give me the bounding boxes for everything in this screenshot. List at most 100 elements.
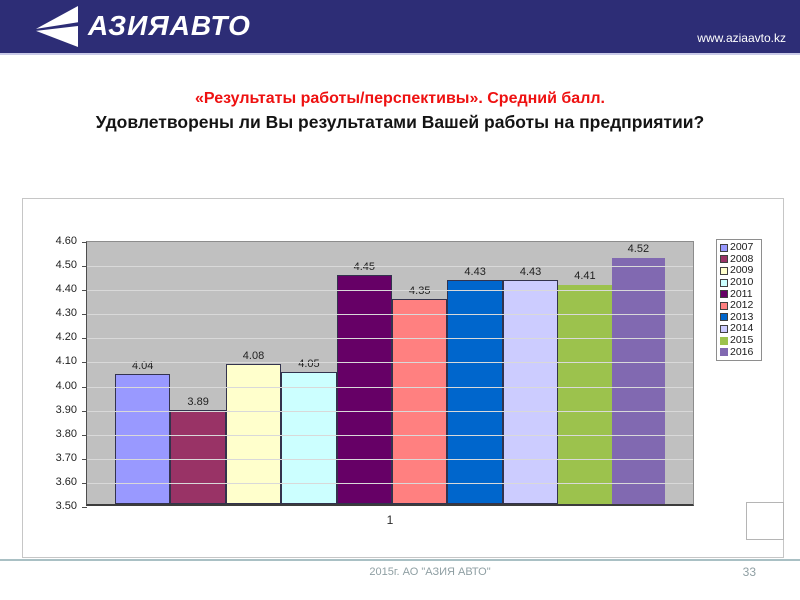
y-axis-tick-label: 3.90 xyxy=(55,403,77,416)
legend-swatch-2007 xyxy=(720,243,728,252)
y-axis-tick-label: 4.00 xyxy=(55,379,77,392)
slide-title: «Результаты работы/перспективы». Средний… xyxy=(0,88,800,135)
slide-title-line1: «Результаты работы/перспективы». Средний… xyxy=(195,90,605,107)
y-axis-tickmark xyxy=(82,362,87,364)
gridline xyxy=(87,458,693,460)
bar-2010: 4.05 xyxy=(281,358,337,504)
legend-swatch-2015 xyxy=(720,336,728,345)
legend-swatch-2008 xyxy=(720,255,728,264)
y-axis-tickmark xyxy=(82,410,87,412)
y-axis-tickmark xyxy=(82,314,87,316)
legend-label-2008: 2008 xyxy=(730,252,754,265)
legend-swatch-2009 xyxy=(720,266,728,275)
y-axis-tick-label: 4.50 xyxy=(55,259,77,272)
y-axis-tickmark xyxy=(82,266,87,268)
legend-item-2014: 2014 xyxy=(720,323,761,335)
legend-label-2010: 2010 xyxy=(730,276,754,289)
plot-area: 4.04 3.89 4.08 4.05 4.45 4.35 4.43 4.43 4.41 4.52 xyxy=(82,241,694,508)
legend-item-2007: 2007 xyxy=(720,242,761,254)
bar-2009: 4.08 xyxy=(225,350,282,504)
legend-item-2016: 2016 xyxy=(720,346,761,358)
gridline xyxy=(87,386,693,388)
legend-swatch-2013 xyxy=(720,313,728,322)
chart-corner-box xyxy=(746,502,784,540)
company-logo-icon xyxy=(33,6,81,48)
bar-2007: 4.04 xyxy=(115,360,171,504)
header-divider xyxy=(0,53,800,55)
header-bar: АЗИЯАВТО www.aziaavto.kz xyxy=(0,0,800,53)
bar-value-label: 4.35 xyxy=(409,285,431,298)
y-axis-tickmark xyxy=(82,386,87,388)
bar-value-label: 4.43 xyxy=(464,265,486,278)
legend-label-2011: 2011 xyxy=(730,287,753,300)
legend-item-2010: 2010 xyxy=(720,277,761,289)
legend-item-2015: 2015 xyxy=(720,335,761,347)
gridline xyxy=(87,338,693,340)
website-url: www.aziaavto.kz xyxy=(697,31,786,45)
bar-2015: 4.41 xyxy=(558,270,612,504)
gridline xyxy=(87,482,693,484)
legend-swatch-2010 xyxy=(720,278,728,287)
legend-item-2012: 2012 xyxy=(720,300,761,312)
gridline xyxy=(87,410,693,412)
bar-value-label: 4.05 xyxy=(298,357,320,370)
y-axis-tickmark xyxy=(82,338,87,340)
bar-2008: 3.89 xyxy=(170,396,226,504)
legend-item-2011: 2011 xyxy=(720,288,761,300)
bar-chart: 4.60 4.50 4.40 4.30 4.20 4.10 4.00 3.90 3.80 3.70… xyxy=(22,198,784,558)
legend-label-2013: 2013 xyxy=(730,310,754,323)
gridline xyxy=(87,314,693,316)
legend-label-2016: 2016 xyxy=(730,345,754,358)
bar-value-label: 4.08 xyxy=(242,350,265,363)
y-axis-tick-label: 3.60 xyxy=(55,475,77,488)
y-axis-tick-label: 3.80 xyxy=(55,427,77,440)
legend-label-2014: 2014 xyxy=(730,322,754,335)
legend-swatch-2014 xyxy=(720,324,728,333)
footer-text: 2015г. АО "АЗИЯ АВТО" xyxy=(369,566,491,578)
bar-value-label: 4.52 xyxy=(627,243,650,256)
y-axis-tickmark xyxy=(82,507,87,508)
y-axis-tick-label: 4.40 xyxy=(55,283,77,296)
bar-2016: 4.52 xyxy=(611,243,666,504)
bar-2014: 4.43 xyxy=(502,266,559,504)
y-axis-tick-label: 3.70 xyxy=(55,451,77,464)
legend-item-2013: 2013 xyxy=(720,310,761,324)
logo-text: АЗИЯАВТО xyxy=(88,10,251,41)
legend-swatch-2012 xyxy=(720,301,728,310)
y-axis-tick-label: 4.20 xyxy=(55,331,77,344)
y-axis-tickmark xyxy=(82,458,87,460)
y-axis-tickmark xyxy=(82,242,87,243)
slide-title-line2: Удовлетворены ли Вы результатами Вашей р… xyxy=(95,112,705,132)
legend-item-2009: 2009 xyxy=(720,265,761,277)
bar-2013: 4.43 xyxy=(447,266,503,504)
bar-2012: 4.35 xyxy=(392,285,448,504)
bars-group: 4.04 3.89 4.08 4.05 4.45 4.35 4.43 4.43 4.41 4.52 xyxy=(115,242,666,504)
bar-value-label: 4.43 xyxy=(519,265,542,278)
x-axis-category: 1 xyxy=(386,513,394,527)
gridline xyxy=(87,290,693,292)
y-axis-tickmark xyxy=(82,290,87,292)
legend-swatch-2011 xyxy=(720,290,728,299)
bar-value-label: 4.41 xyxy=(574,269,596,282)
gridline xyxy=(87,362,693,364)
legend-swatch-2016 xyxy=(720,348,728,357)
legend-label-2012: 2012 xyxy=(730,299,754,312)
bar-value-label: 4.45 xyxy=(353,261,376,274)
legend-label-2007: 2007 xyxy=(730,241,754,254)
bar-2011: 4.45 xyxy=(336,261,393,504)
gridline xyxy=(87,434,693,436)
y-axis-tick-label: 4.60 xyxy=(55,235,77,247)
y-axis-tick-label: 3.50 xyxy=(55,500,77,512)
y-axis-tick-label: 4.10 xyxy=(55,355,77,368)
footer-divider xyxy=(0,559,800,561)
gridline xyxy=(87,266,693,268)
legend-item-2008: 2008 xyxy=(720,252,761,266)
bar-value-label: 3.89 xyxy=(187,396,209,409)
slide-number: 33 xyxy=(742,565,756,579)
legend-label-2009: 2009 xyxy=(730,264,754,277)
y-axis-tick-label: 4.30 xyxy=(55,307,77,320)
y-axis-tickmark xyxy=(82,482,87,484)
y-axis-labels: 4.60 4.50 4.40 4.30 4.20 4.10 4.00 3.90 3.80 3.70… xyxy=(23,235,81,512)
legend-label-2015: 2015 xyxy=(730,334,754,347)
y-axis-tickmark xyxy=(82,434,87,436)
